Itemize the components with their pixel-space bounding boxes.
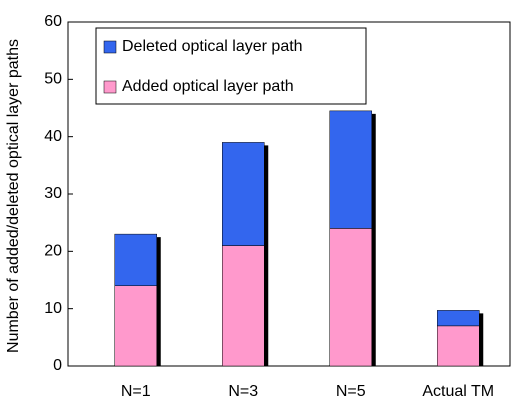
legend-box xyxy=(95,27,367,105)
x-tick-label: Actual TM xyxy=(422,383,494,400)
y-tick-label: 10 xyxy=(44,300,62,317)
bar-segment xyxy=(114,285,157,367)
legend-swatch xyxy=(103,80,117,94)
bar-segment xyxy=(114,233,157,286)
legend-label: Added optical layer path xyxy=(122,78,294,95)
x-tick-label: N=5 xyxy=(336,383,366,400)
legend-swatch xyxy=(103,40,117,54)
bar-segment xyxy=(222,245,265,367)
bar-segment xyxy=(437,325,480,367)
bar-segment xyxy=(222,142,265,246)
y-tick-label: 50 xyxy=(44,71,62,88)
bar-segment xyxy=(437,310,480,327)
y-tick-label: 30 xyxy=(44,185,62,202)
y-axis-label: Number of added/deleted optical layer pa… xyxy=(5,39,22,353)
y-tick-label: 60 xyxy=(44,13,62,30)
y-tick-label: 0 xyxy=(53,357,62,374)
y-tick-label: 20 xyxy=(44,243,62,260)
bar-segment xyxy=(329,110,372,229)
x-tick-label: N=1 xyxy=(121,383,151,400)
x-tick-label: N=3 xyxy=(228,383,258,400)
legend-label: Deleted optical layer path xyxy=(122,38,303,55)
y-tick-label: 40 xyxy=(44,128,62,145)
bar-segment xyxy=(329,228,372,367)
